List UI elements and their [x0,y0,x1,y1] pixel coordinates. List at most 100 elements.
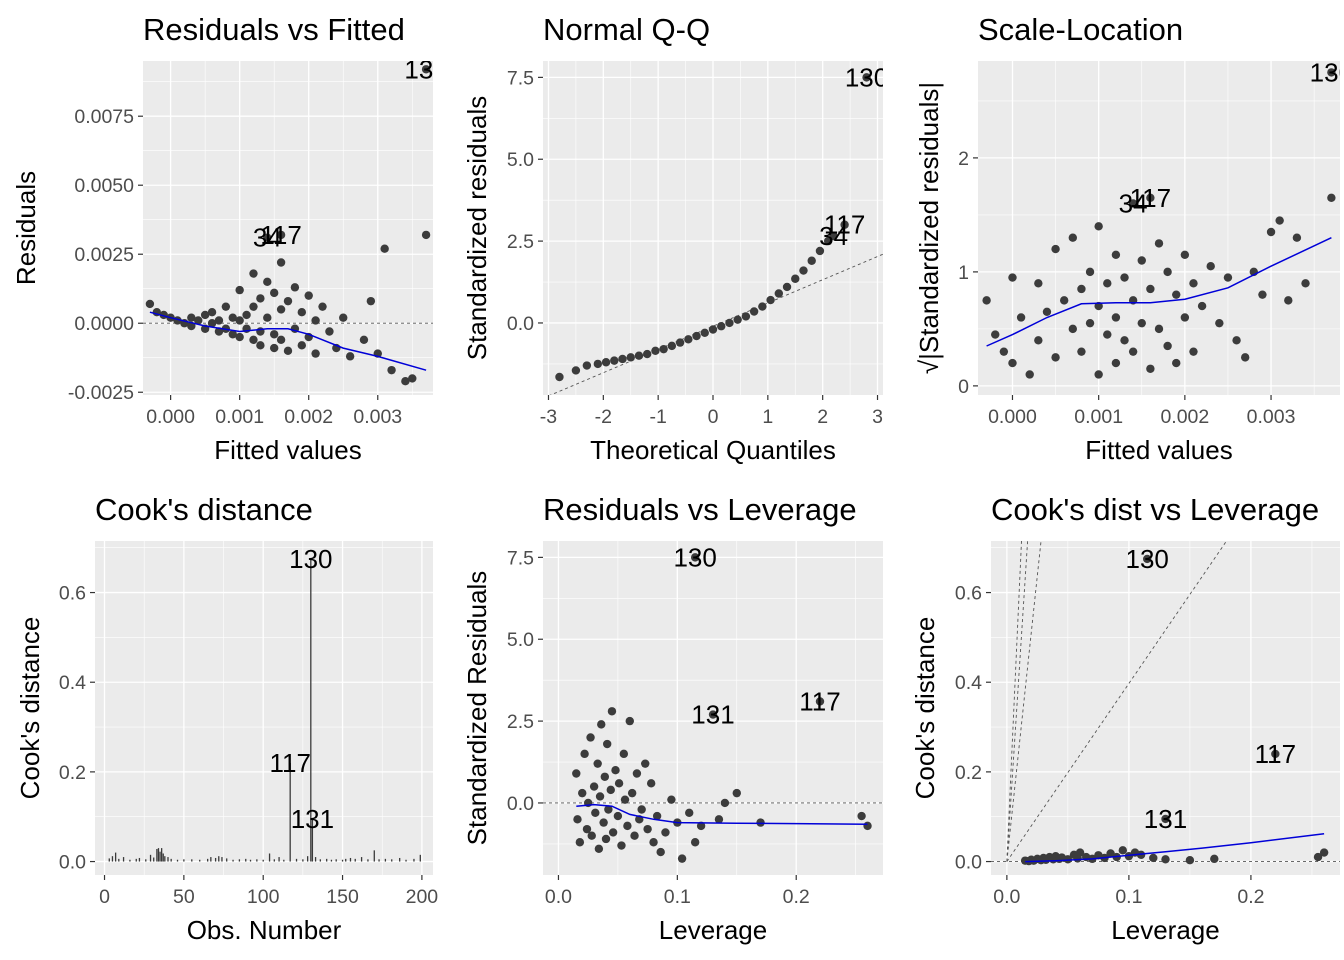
data-point [1016,313,1026,322]
data-point [582,361,592,370]
point-label: 131 [691,700,734,730]
data-point [1085,318,1095,328]
data-point [1232,336,1241,345]
data-point [276,258,286,267]
data-point [207,319,217,328]
data-point [269,343,279,353]
x-axis-label: Leverage [659,915,767,945]
x-tick-label: 0.001 [1074,406,1123,428]
y-axis-label: Cook's distance [910,617,940,800]
y-tick-label: 0.0050 [74,175,134,197]
data-point [708,710,718,719]
data-point [1137,318,1146,328]
data-point [1059,296,1069,305]
y-tick-label: 5.0 [507,629,534,651]
data-point [1118,846,1127,855]
data-point [720,798,730,808]
data-point [617,841,626,850]
data-point [1077,347,1086,356]
data-point [421,65,431,74]
x-tick-label: 0.1 [1115,886,1142,908]
data-point [1142,554,1152,564]
data-point [863,821,872,831]
data-point [401,376,410,386]
y-tick-label: 0.0025 [74,244,134,266]
data-point [607,707,617,716]
data-point [1189,347,1198,356]
data-point [1146,364,1155,373]
x-axis-label: Obs. Number [187,915,342,945]
data-point [1111,313,1121,322]
y-tick-label: 0.0000 [74,313,134,335]
x-tick-label: 0.001 [215,406,264,428]
data-point [1327,68,1336,77]
data-point [618,354,627,364]
point-label: 117 [824,210,865,240]
point-label: 130 [289,544,332,574]
data-point [1172,358,1181,368]
data-point [799,266,808,275]
data-point [1301,279,1310,288]
data-point [366,296,376,306]
data-point [1258,290,1267,299]
y-axis-label: Residuals [11,171,41,285]
data-point [1094,370,1103,379]
smooth-line [986,237,1332,347]
data-point [1149,853,1158,863]
data-point [269,288,279,298]
data-point [641,759,650,768]
smooth-line [1025,833,1325,863]
data-point [1034,279,1043,288]
data-point [692,331,701,341]
data-point [200,310,210,320]
data-point [602,739,612,749]
data-point [1063,855,1073,864]
y-tick-label: -0.0025 [68,382,134,404]
x-tick-label: 1 [762,406,773,428]
data-point [572,769,581,778]
data-point [656,847,665,857]
data-point [228,330,237,339]
y-axis-label: √|Standardized residuals| [914,82,944,374]
panel-title: Cook's dist vs Leverage [991,492,1319,527]
x-tick-label: -1 [649,406,666,428]
data-point [325,327,334,336]
data-point [620,795,630,804]
data-point [700,328,709,337]
data-point [862,73,871,82]
data-point [593,359,603,369]
plot-background [978,61,1340,395]
data-point [387,365,396,375]
data-point [256,294,265,303]
panel-cooks-distance: Cook's distance Obs. Number Cook's dista… [15,492,438,945]
data-point [1008,273,1017,282]
data-point [637,805,646,814]
data-point [1146,193,1155,202]
x-axis-label: Fitted values [214,435,361,465]
data-point [571,366,581,375]
data-point [982,296,991,305]
data-point [1163,341,1172,351]
point-label: 117 [269,748,310,778]
data-point [601,834,611,844]
y-tick-label: 0.4 [59,672,86,694]
data-point [228,313,237,322]
plot-background [95,541,433,875]
x-tick-label: 200 [406,886,439,908]
data-point [815,246,825,256]
data-point [840,220,849,229]
data-point [194,316,203,325]
smooth-line [576,803,868,825]
data-point [555,372,564,382]
point-label: 117 [1255,739,1296,769]
point-label: 34 [1119,188,1148,218]
data-point [756,818,765,827]
x-tick-label: 50 [173,886,195,908]
data-point [235,285,244,295]
data-point [589,782,599,791]
data-point [575,838,585,847]
data-point [339,313,348,322]
y-axis-label: Cook's distance [15,617,45,800]
